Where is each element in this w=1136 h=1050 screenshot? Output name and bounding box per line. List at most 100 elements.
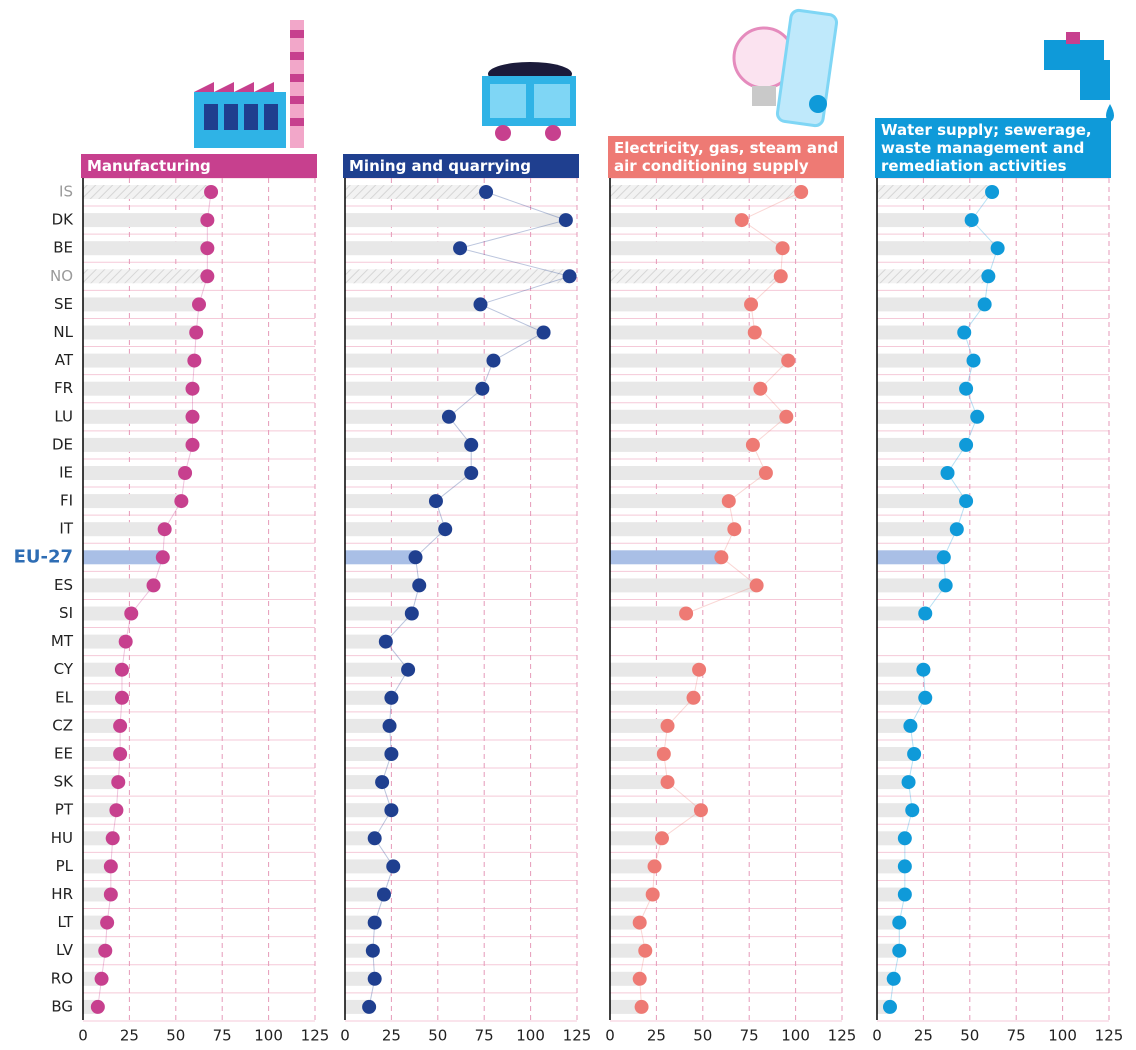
dot: [898, 831, 912, 845]
bar: [345, 607, 412, 621]
dot: [409, 550, 423, 564]
category-label: ES: [54, 576, 73, 594]
dot: [362, 1000, 376, 1014]
x-tick-label: 125: [301, 1027, 330, 1045]
category-label: LT: [58, 913, 74, 931]
dot: [186, 410, 200, 424]
category-label: BG: [51, 997, 73, 1015]
x-tick-label: 75: [213, 1027, 232, 1045]
dot: [189, 326, 203, 340]
bar: [345, 297, 480, 311]
bar: [83, 494, 181, 508]
dot: [174, 494, 188, 508]
dot: [633, 972, 647, 986]
dot: [883, 1000, 897, 1014]
dot: [119, 635, 133, 649]
bar: [345, 438, 471, 452]
dot: [722, 494, 736, 508]
panel: 0255075100125: [78, 178, 329, 1045]
dot: [368, 916, 382, 930]
dot: [200, 241, 214, 255]
category-label: DE: [52, 435, 73, 453]
bar: [610, 831, 662, 845]
dot: [735, 213, 749, 227]
dot: [687, 691, 701, 705]
bar: [610, 522, 734, 536]
tap-icon: [1044, 32, 1114, 122]
dot: [109, 803, 123, 817]
bar: [610, 382, 760, 396]
dot: [937, 550, 951, 564]
bar: [610, 494, 729, 508]
x-tick-label: 75: [740, 1027, 759, 1045]
bar: [877, 269, 988, 283]
category-label: SI: [59, 604, 73, 622]
bar: [610, 241, 783, 255]
bar: [610, 691, 694, 705]
bar: [877, 326, 964, 340]
dot: [661, 775, 675, 789]
bar: [345, 859, 393, 873]
bar: [83, 466, 185, 480]
x-tick-label: 100: [254, 1027, 283, 1045]
panel: 0255075100125: [605, 178, 856, 1045]
dot: [978, 297, 992, 311]
x-tick-label: 125: [1095, 1027, 1124, 1045]
x-tick-label: 50: [428, 1027, 447, 1045]
dot: [887, 972, 901, 986]
dot: [401, 663, 415, 677]
bar: [877, 297, 985, 311]
category-label: FI: [60, 492, 73, 510]
dot: [957, 326, 971, 340]
x-tick-label: 50: [960, 1027, 979, 1045]
bar: [610, 438, 753, 452]
bar: [345, 522, 445, 536]
dot: [383, 719, 397, 733]
bar: [877, 494, 966, 508]
dot: [113, 719, 127, 733]
dot: [479, 185, 493, 199]
bar: [877, 354, 974, 368]
dot: [898, 859, 912, 873]
bar: [610, 747, 664, 761]
category-label: IS: [59, 183, 73, 201]
bar: [610, 466, 766, 480]
bar: [610, 326, 755, 340]
dot: [115, 691, 129, 705]
dot: [939, 578, 953, 592]
category-label: CY: [54, 660, 74, 678]
page: ISDKBENOSENLATFRLUDEIEFIITEU-27ESSIMTCYE…: [0, 0, 1136, 1050]
x-tick-label: 100: [1048, 1027, 1077, 1045]
dot: [692, 663, 706, 677]
dot: [727, 522, 741, 536]
bar: [345, 410, 449, 424]
bar: [877, 185, 992, 199]
bar: [877, 522, 957, 536]
bar: [83, 213, 207, 227]
bar: [877, 607, 925, 621]
dot: [384, 747, 398, 761]
dot: [368, 972, 382, 986]
dot: [156, 550, 170, 564]
dot: [959, 494, 973, 508]
category-label: FR: [54, 379, 73, 397]
category-label: SE: [54, 295, 73, 313]
dot: [375, 775, 389, 789]
category-label: EE: [54, 745, 73, 763]
dot: [918, 607, 932, 621]
category-label: IE: [59, 464, 73, 482]
dot: [158, 522, 172, 536]
dot: [559, 213, 573, 227]
bar: [877, 578, 946, 592]
dot: [537, 326, 551, 340]
x-tick-label: 0: [872, 1027, 882, 1045]
dot: [916, 663, 930, 677]
dot: [386, 859, 400, 873]
dot: [759, 466, 773, 480]
panel-title: Water supply; sewerage, waste management…: [875, 118, 1111, 178]
dot: [646, 888, 660, 902]
bar: [610, 269, 781, 283]
dot: [438, 522, 452, 536]
x-tick-label: 50: [166, 1027, 185, 1045]
dot: [907, 747, 921, 761]
